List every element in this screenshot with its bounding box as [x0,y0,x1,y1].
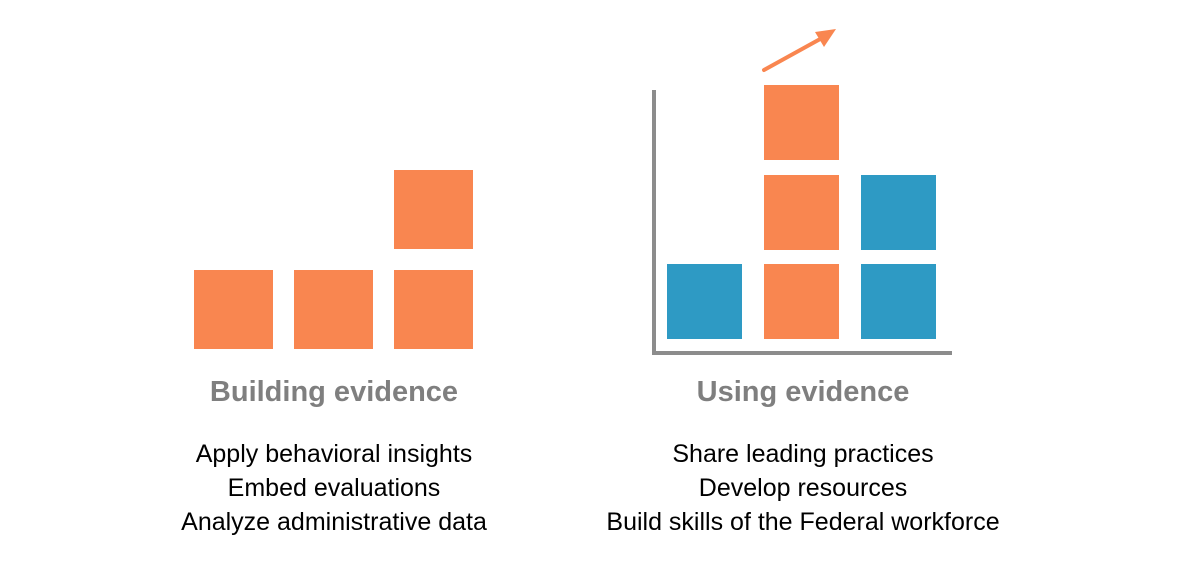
building-block-4 [394,170,473,249]
using-block-blue-right-bottom [861,264,936,339]
building-block-2 [294,270,373,349]
using-block-blue-left [667,264,742,339]
x-axis-line [652,351,952,355]
list-item: Embed evaluations [227,474,441,502]
list-item: Develop resources [698,474,908,502]
using-block-blue-right-top [861,175,936,250]
building-evidence-list: Apply behavioral insights Embed evaluati… [134,437,534,539]
list-item: Analyze administrative data [181,508,487,536]
list-item: Share leading practices [672,440,934,468]
using-block-orange-top [764,85,839,160]
y-axis-line [652,90,656,355]
building-block-3 [394,270,473,349]
building-block-1 [194,270,273,349]
list-item: Build skills of the Federal workforce [606,508,1000,536]
using-evidence-heading: Using evidence [696,376,910,408]
using-evidence-list: Share leading practices Develop resource… [553,437,1053,539]
building-evidence-heading: Building evidence [209,376,459,408]
using-block-orange-middle [764,175,839,250]
list-item: Apply behavioral insights [195,440,473,468]
using-block-orange-bottom [764,264,839,339]
